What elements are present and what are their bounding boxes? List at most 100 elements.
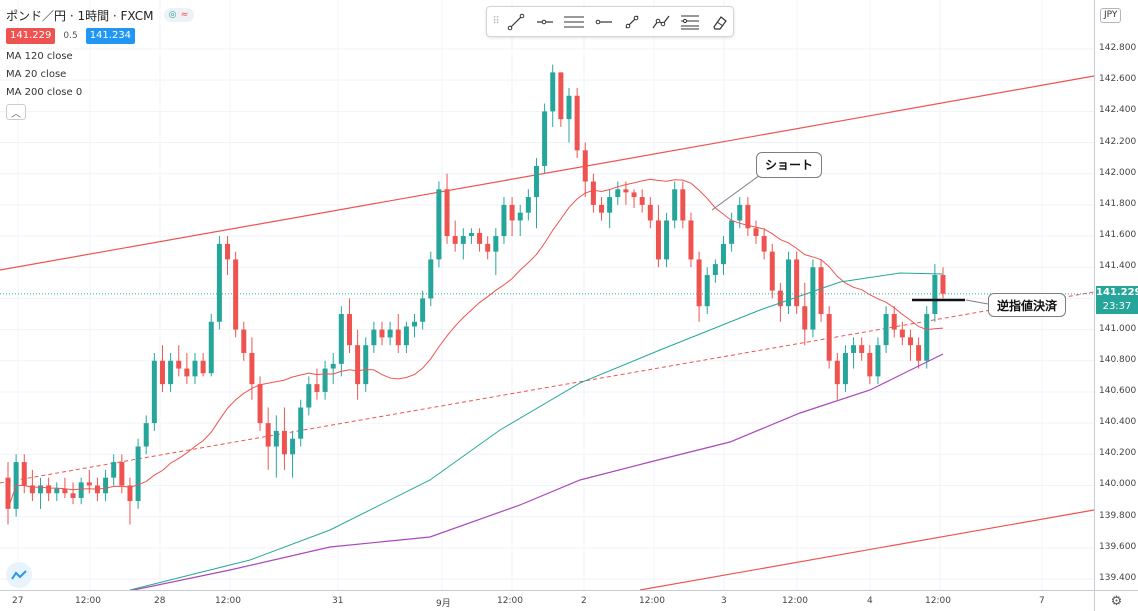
chart-settings-button[interactable]: ⚙ [1094, 590, 1138, 611]
candle-body [395, 329, 401, 346]
time-tick-label: 12:00 [925, 596, 951, 606]
candle-body [794, 259, 800, 307]
candle-body [355, 345, 361, 385]
candle-body [810, 267, 816, 330]
candle-body [777, 290, 783, 307]
indicator-ma20[interactable]: MA 20 close [6, 69, 67, 80]
eraser-icon[interactable] [704, 9, 733, 35]
candle-body [225, 243, 231, 260]
candlestick-chart[interactable] [0, 0, 1094, 590]
candle-body [558, 72, 564, 120]
candle-body [38, 485, 44, 494]
candle-body [631, 192, 637, 198]
candle-body [168, 360, 174, 385]
candle-body [412, 321, 418, 327]
candle-body [184, 368, 190, 377]
candle-body [680, 189, 686, 221]
candle-body [127, 485, 133, 502]
time-tick-label: 12:00 [782, 596, 808, 606]
time-axis[interactable]: 27 12:00 28 12:00 31 9月 12:00 2 12:00 3 12:00 4 12:0… [0, 590, 1094, 611]
price-tick-label: 142.400 [1099, 105, 1137, 116]
ma20-line [7, 178, 944, 510]
channel-upper-line [0, 75, 1094, 271]
indicator-ma200[interactable]: MA 200 close 0 [6, 87, 83, 98]
time-tick-label: 31 [332, 596, 344, 606]
horizontal-ray-icon[interactable] [530, 9, 559, 35]
candle-body [200, 360, 206, 374]
candle-body [517, 212, 523, 221]
candle-body [704, 275, 710, 307]
candle-body [542, 111, 548, 166]
ma200-line [130, 353, 944, 590]
price-tick-label: 139.400 [1099, 573, 1137, 583]
trend-line-icon[interactable] [501, 9, 530, 35]
candle-body [590, 181, 596, 205]
floating-drawing-toolbar[interactable]: ⠿ [486, 6, 734, 37]
candle-body [135, 446, 141, 502]
ask-price[interactable]: 141.234 [85, 28, 136, 44]
candle-body [452, 236, 458, 244]
candle-body [826, 314, 832, 361]
trend-angle-icon[interactable] [617, 9, 646, 35]
currency-label[interactable]: JPY [1100, 8, 1122, 23]
eye-icon[interactable]: ◎ [168, 10, 177, 20]
candle-body [46, 485, 52, 494]
candle-body [29, 485, 35, 494]
candle-body [322, 368, 328, 392]
candle-body [151, 360, 157, 424]
candle-body [330, 363, 336, 369]
candle-body [257, 384, 263, 424]
short-callout[interactable]: ショート [756, 152, 823, 178]
horizontal-line-icon[interactable] [588, 9, 617, 35]
wave-icon[interactable]: ≈ [180, 10, 189, 20]
bid-price[interactable]: 141.229 [6, 28, 56, 44]
time-tick-label: 28 [154, 596, 166, 606]
candle-body [932, 275, 938, 314]
candle-body [273, 430, 279, 447]
candle-body [655, 220, 661, 260]
candle-body [62, 488, 68, 494]
indicator-ma120[interactable]: MA 120 close [6, 51, 73, 62]
candle-body [428, 259, 434, 299]
path-icon[interactable] [646, 9, 675, 35]
current-price-label: 141.229 [1096, 285, 1138, 300]
candle-body [851, 345, 857, 353]
candle-body [737, 204, 743, 221]
time-tick-label: 3 [721, 596, 727, 606]
candle-body [940, 275, 946, 294]
candle-body [907, 337, 913, 346]
time-tick-label: 12:00 [75, 596, 101, 606]
candle-body [346, 314, 352, 346]
chart-pane[interactable] [0, 0, 1094, 590]
pitchfork-icon[interactable] [675, 9, 704, 35]
candle-body [111, 462, 117, 478]
price-tick-label: 142.600 [1099, 74, 1137, 85]
candle-body [281, 430, 287, 455]
time-tick-label: 27 [12, 596, 24, 606]
candle-body [338, 314, 344, 364]
stop-callout[interactable]: 逆指値決済 [988, 293, 1067, 317]
candle-body [143, 423, 149, 447]
candle-body [786, 259, 792, 307]
candle-body [607, 197, 613, 213]
candle-body [533, 165, 539, 198]
parallel-channel-icon[interactable] [559, 9, 588, 35]
symbol-title[interactable]: ポンド／円 · 1時間 · FXCM [6, 8, 154, 23]
price-tick-label: 140.400 [1099, 417, 1137, 428]
candle-body [696, 259, 702, 307]
tradingview-logo-icon[interactable] [6, 562, 32, 588]
short-callout-pointer [711, 174, 761, 211]
candle-body [761, 236, 767, 252]
candle-body [729, 220, 735, 244]
candle-body [176, 360, 182, 369]
collapse-legend-button[interactable]: ︿ [6, 104, 26, 120]
candle-body [21, 462, 27, 486]
candle-body [883, 314, 889, 346]
indicator-toggle[interactable]: ◎ ≈ [163, 8, 194, 22]
candle-body [468, 232, 474, 237]
spread-value: 0.5 [63, 31, 78, 41]
candle-body [70, 493, 76, 498]
candle-body [647, 204, 653, 221]
drag-handle-icon[interactable]: ⠿ [492, 16, 500, 27]
candle-body [192, 360, 198, 377]
